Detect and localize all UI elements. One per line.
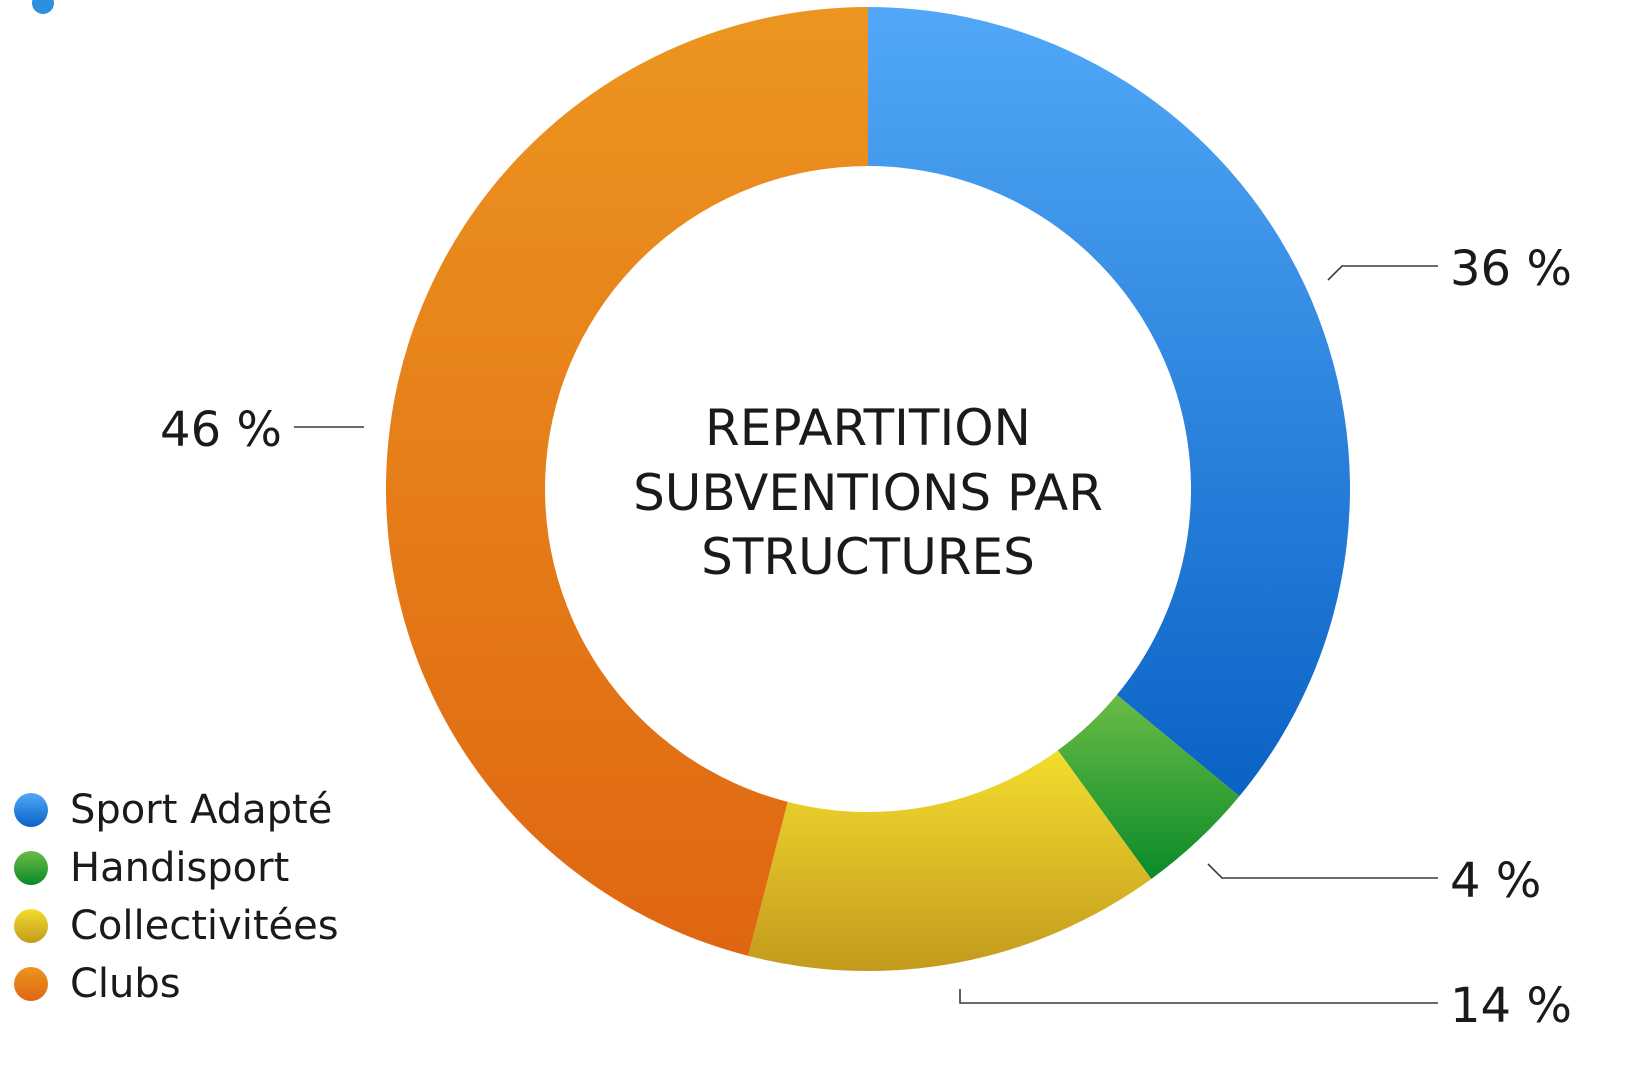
legend-item-handisport: Handisport <box>14 839 339 897</box>
slice-collectivitees <box>748 750 1152 971</box>
center-title: REPARTITION SUBVENTIONS PAR STRUCTURES <box>633 399 1103 586</box>
center-title-line: STRUCTURES <box>701 528 1035 586</box>
value-label-sport-adapte: 36 % <box>1450 241 1572 297</box>
legend-item-sport-adapte: Sport Adapté <box>14 781 339 839</box>
legend-swatch <box>14 967 48 1001</box>
slice-clubs <box>385 7 868 956</box>
legend-item-clubs: Clubs <box>14 955 339 1013</box>
slice-sport-adapte <box>868 7 1350 797</box>
leader-lines <box>294 265 1438 1004</box>
leader-line-handisport <box>1207 863 1438 879</box>
leader-line-sport-adapte <box>1327 265 1438 281</box>
legend-label: Handisport <box>70 845 290 891</box>
value-labels: 36 % 4 % 14 % 46 % <box>160 241 1572 1034</box>
donut-slices <box>385 7 1350 971</box>
corner-decoration <box>32 0 54 14</box>
legend-label: Collectivitées <box>70 903 339 949</box>
legend: Sport Adapté Handisport Collectivitées Club… <box>14 781 339 1013</box>
legend-swatch <box>14 851 48 885</box>
center-title-line: SUBVENTIONS PAR <box>633 464 1103 522</box>
value-label-collectivitees: 14 % <box>1450 978 1572 1034</box>
legend-label: Clubs <box>70 961 181 1007</box>
legend-swatch <box>14 909 48 943</box>
legend-item-collectivitees: Collectivitées <box>14 897 339 955</box>
leader-line-collectivitees <box>959 989 1438 1004</box>
legend-swatch <box>14 793 48 827</box>
value-label-clubs: 46 % <box>160 402 282 458</box>
value-label-handisport: 4 % <box>1450 853 1541 909</box>
legend-label: Sport Adapté <box>70 787 333 833</box>
center-title-line: REPARTITION <box>705 399 1031 457</box>
slice-handisport <box>1057 694 1240 879</box>
